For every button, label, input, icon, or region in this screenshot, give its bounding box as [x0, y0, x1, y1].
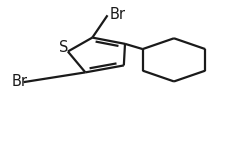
- Text: Br: Br: [109, 7, 125, 22]
- Text: S: S: [59, 40, 68, 55]
- Text: Br: Br: [11, 74, 27, 89]
